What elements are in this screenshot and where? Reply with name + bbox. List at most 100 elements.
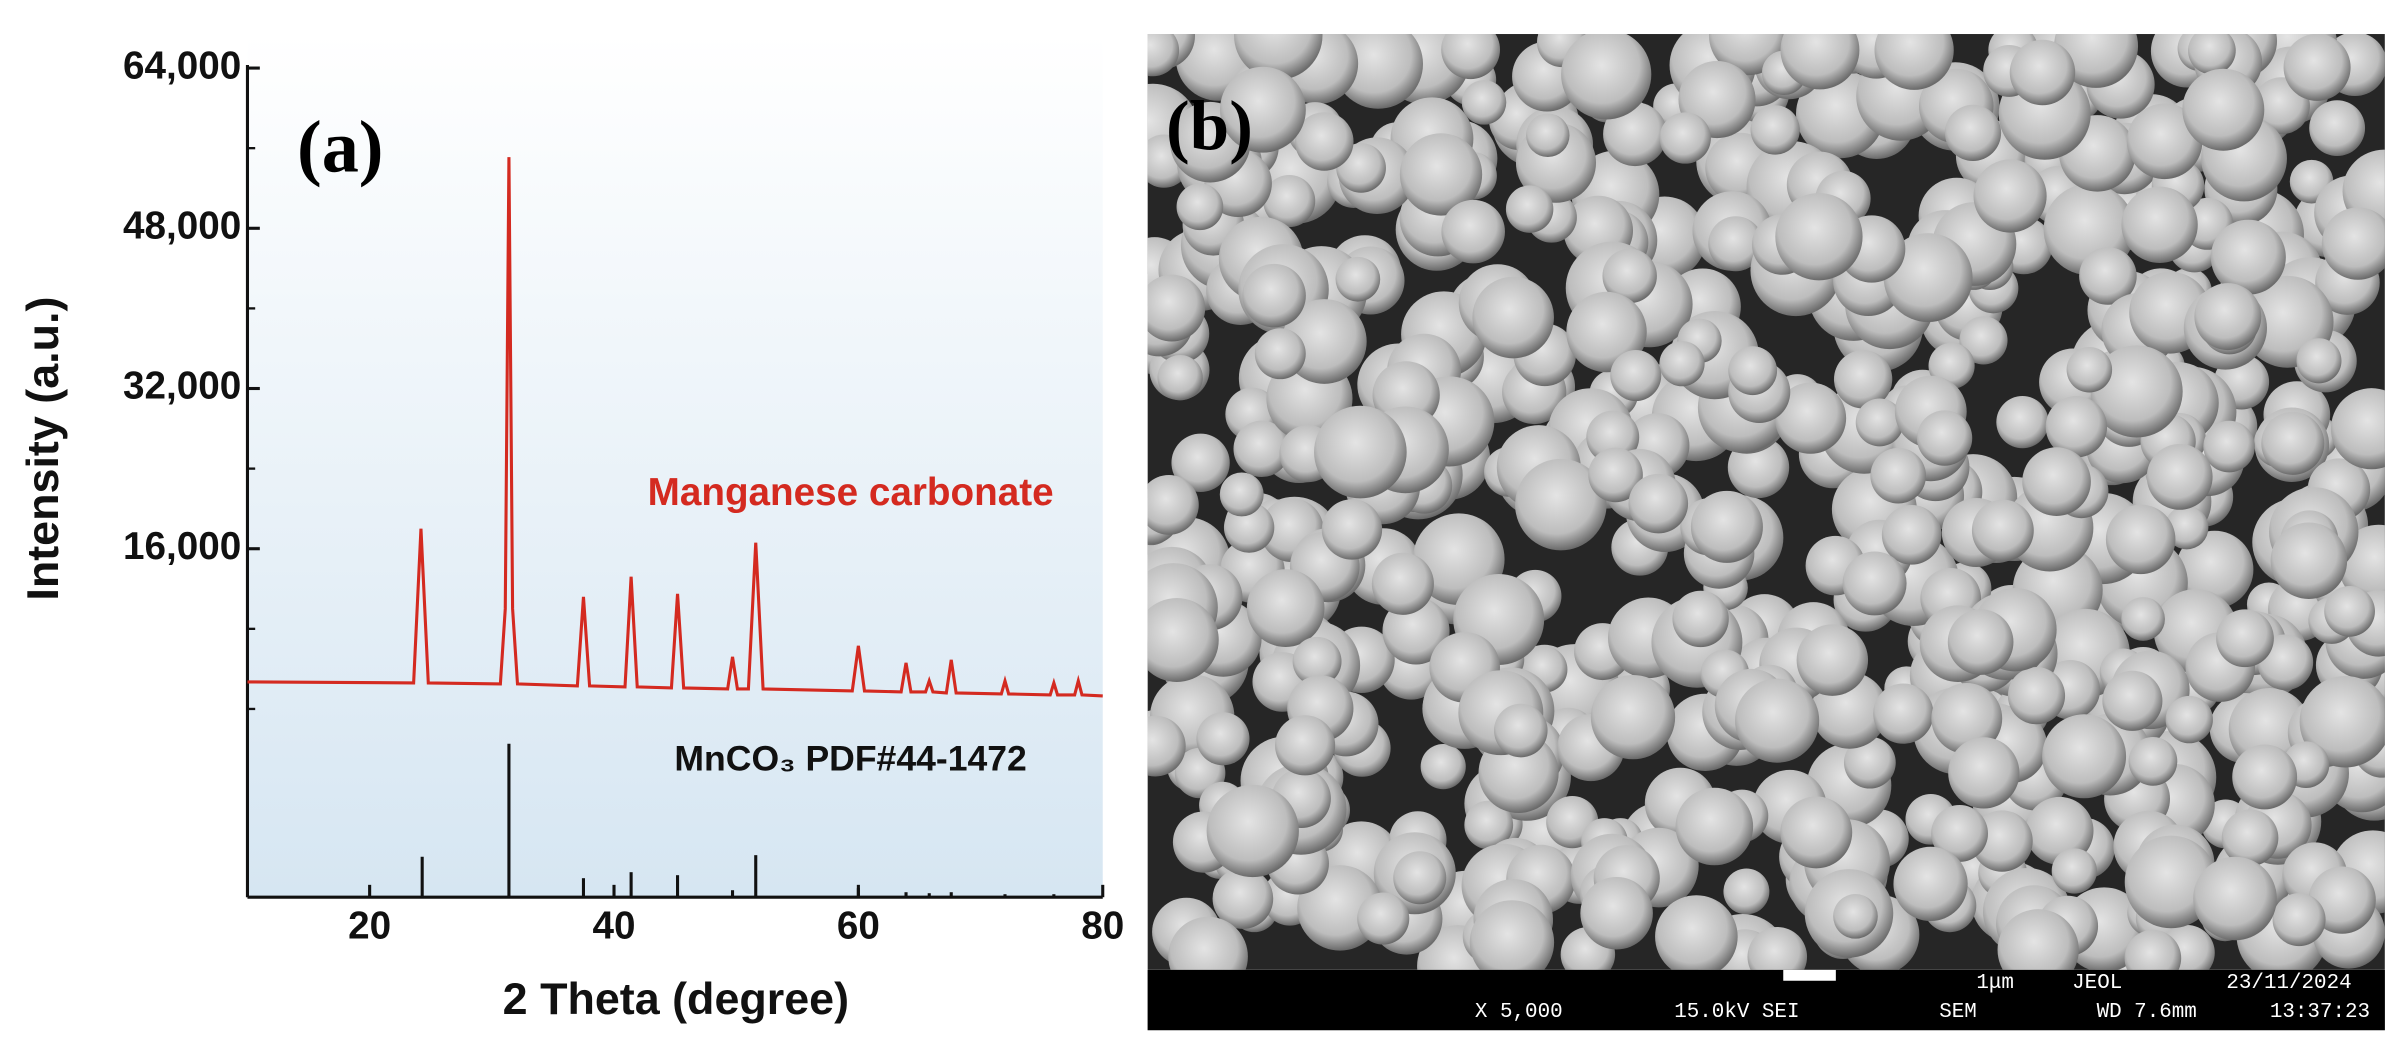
particle [2182,68,2265,151]
particle [1168,916,1248,970]
particle [2175,530,2254,609]
particle [2128,737,2178,786]
particle [1147,34,1180,77]
series-label: Manganese carbonate [648,471,1054,514]
particle [1212,868,1274,929]
particle [2296,338,2342,384]
x-tick-label: 20 [348,904,391,947]
sem-magnification: X 5,000 [1475,1001,1563,1024]
particle [1750,105,1800,155]
particle [2210,219,2286,295]
particle [1294,112,1354,171]
particle [1855,398,1904,447]
y-tick-label: 32,000 [123,365,241,408]
particle [2124,929,2182,970]
particle [1672,590,1729,648]
particle [1796,624,1869,696]
particle [2146,443,2213,510]
particle [1420,744,1466,790]
particle [1655,895,1738,970]
particle [1233,420,1290,478]
particle [1219,472,1264,517]
particle [1883,233,1973,323]
particle [2007,667,2066,725]
particle [1469,900,1555,970]
particle [2121,186,2198,263]
particle [1775,193,1863,281]
sem-voltage: 15.0kV SEI [1674,1001,1799,1024]
particle [1659,112,1711,164]
particle [1747,926,1808,970]
particle [1893,846,1968,922]
particle [1996,396,2049,449]
particle [1675,787,1754,866]
particle [1206,784,1299,878]
particle [1959,316,2008,365]
particle [1603,102,1667,167]
particle [1843,736,1896,789]
particle [2079,247,2137,305]
plot-background [247,34,1103,898]
particle [2330,388,2385,470]
y-tick-label: 16,000 [123,525,241,568]
particle [1723,868,1770,915]
particle [1357,892,1410,945]
particle [1774,382,1847,454]
particle [2051,848,2097,894]
particle [1176,183,1224,231]
x-axis-label: 2 Theta (degree) [503,973,849,1024]
particle [1944,104,2002,161]
particle [1881,505,1942,565]
particle [1246,569,1325,648]
particle [1931,683,2003,754]
particle [1973,159,2047,233]
y-tick-label: 48,000 [123,205,241,248]
particle [1147,475,1199,535]
xrd-line [247,157,1103,698]
x-tick-label: 80 [1081,904,1124,947]
particle [1588,447,1643,503]
particle [1321,499,1383,560]
particle [1464,800,1514,850]
sem-maker: JEOL [2072,972,2122,995]
particle [2194,283,2262,351]
particle [2165,695,2213,744]
scale-bar [1783,969,1836,981]
sem-date: 23/11/2024 [2226,972,2351,995]
particle [1916,410,1973,466]
particle [1728,346,1778,396]
particle [1399,133,1483,216]
particle [2216,609,2274,668]
particle [2324,585,2375,637]
particle [1472,276,1554,359]
particle [2022,447,2091,516]
sem-wd: WD 7.6mm [2097,1001,2197,1024]
particle [1580,876,1653,950]
particle [2232,744,2298,810]
particle [2090,345,2183,438]
particle [1441,34,1501,80]
particle [1690,490,1763,563]
particle [1147,274,1206,342]
particle [1314,405,1407,499]
particle [1628,473,1689,534]
particle [1505,185,1554,233]
particle [1171,433,1230,492]
particle [1147,715,1186,777]
particle [1561,34,1652,120]
particle [2203,420,2255,473]
particle [2321,207,2385,280]
particle [1833,894,1878,939]
particle [1494,703,1548,758]
particle [2102,670,2163,731]
sem-image [1147,34,2385,970]
particle [2283,34,2351,101]
particle [1874,34,1954,90]
y-tick-label: 64,000 [123,44,241,87]
particle [1292,636,1342,686]
particle [1393,851,1447,905]
particle [1441,199,1505,264]
particle [1833,350,1893,409]
particle [1526,113,1570,157]
